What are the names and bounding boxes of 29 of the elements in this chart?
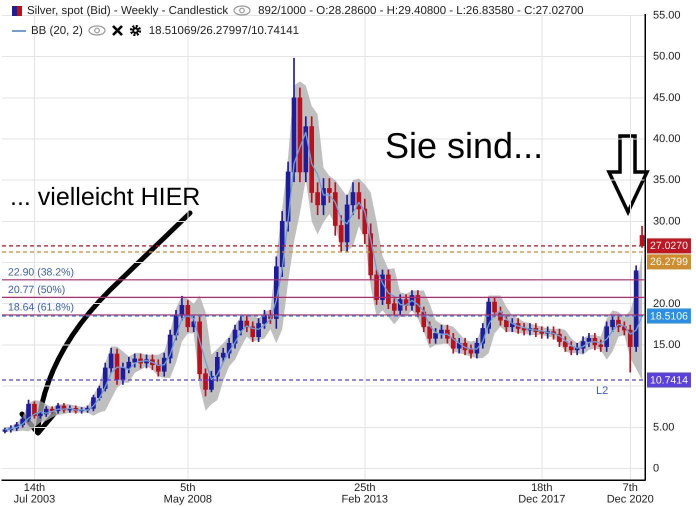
annotation: 18.51069/26.27997/10.74141	[148, 24, 300, 36]
ref-line-label: 20.77 (50%)	[8, 284, 66, 296]
annotation: L2	[596, 385, 608, 397]
ref-line-label: 26.2799	[650, 256, 688, 268]
x-tick-label: 7th Dec 2020	[606, 482, 654, 506]
y-tick-label: 20.00	[653, 298, 681, 310]
ref-line-label: 10.7414	[650, 374, 688, 386]
annotation: 892/1000 - O:28.28600 - H:29.40800 - L:26.83580 - C:27.02700	[258, 4, 584, 16]
ref-line-label: 27.0270	[650, 240, 688, 252]
x-tick-label: 25th Feb 2013	[342, 482, 388, 506]
x-tick-label: 14th Jul 2003	[14, 482, 56, 506]
y-tick-label: 30.00	[653, 215, 681, 228]
x-tick-label: 18th Dec 2017	[518, 482, 566, 506]
y-tick-label: 40.00	[653, 133, 681, 146]
ref-line-label: 22.90 (38.2%)	[8, 266, 74, 278]
y-tick-label: 15.00	[653, 338, 681, 351]
y-tick-label: 0	[653, 462, 660, 474]
legend-label: Silver, spot (Bid) - Weekly - Candlestick	[27, 4, 228, 16]
y-tick-label: 55.00	[653, 9, 681, 22]
x-tick-label: 5th May 2008	[164, 482, 212, 506]
ref-line-label: 18.5106	[650, 310, 688, 322]
y-tick-label: 50.00	[653, 50, 681, 63]
y-tick-label: 35.00	[653, 174, 681, 186]
legend-label: BB (20, 2)	[31, 24, 83, 36]
y-tick-label: 5.00	[653, 421, 674, 434]
ref-line-label: 18.64 (61.8%)	[8, 302, 74, 314]
annotation: Sie sind...	[385, 125, 544, 166]
y-tick-label: 45.00	[653, 92, 681, 104]
annotation: ... vielleicht HIER	[10, 183, 200, 211]
